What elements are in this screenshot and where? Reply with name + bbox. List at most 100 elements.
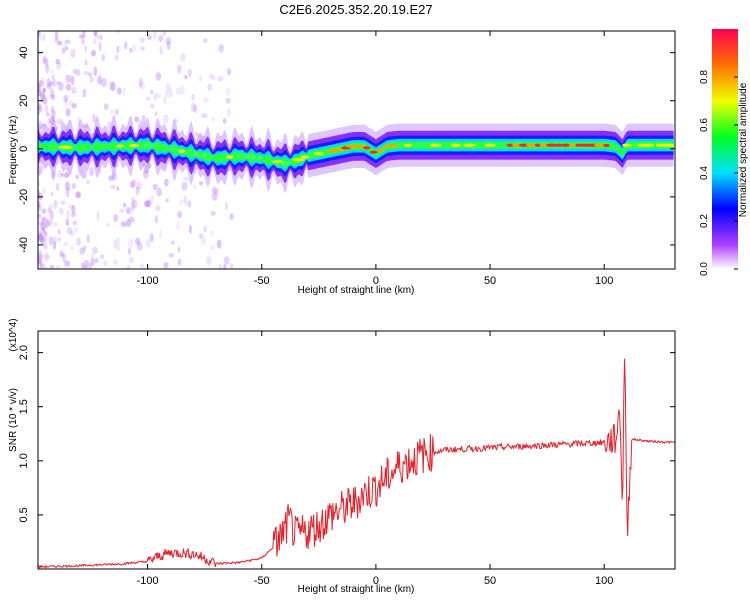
colorbar-tick-label: 0.4: [699, 166, 710, 180]
heatmap-speckle: [38, 31, 41, 37]
heatmap-speckle: [42, 33, 46, 43]
heatmap-speckle: [62, 253, 66, 263]
heatmap-speckle: [187, 68, 192, 78]
heatmap-speckle: [63, 94, 69, 103]
heatmap-speckle: [63, 241, 69, 247]
heatmap-speckle: [60, 200, 66, 205]
heatmap-speckle: [157, 93, 162, 98]
heatmap-speckle: [57, 170, 63, 180]
heatmap-speckle: [165, 36, 172, 45]
heatmap-speckle: [132, 43, 136, 53]
x-tick-label: 50: [484, 275, 496, 287]
heatmap-speckle: [208, 73, 214, 79]
heatmap-hotspot: [226, 155, 234, 159]
heatmap-speckle: [227, 108, 231, 117]
heatmap-speckle: [46, 82, 52, 90]
heatmap-speckle: [201, 237, 207, 246]
colorbar-tick-label: 0.6: [699, 118, 710, 132]
heatmap-speckle: [38, 103, 42, 110]
heatmap-speckle: [113, 259, 118, 265]
heatmap-speckle: [38, 80, 44, 87]
heatmap-speckle: [207, 83, 212, 91]
heatmap-speckle: [211, 117, 215, 122]
heatmap-hotspot: [534, 143, 542, 147]
heatmap-speckle: [38, 88, 42, 97]
heatmap-speckle: [72, 68, 77, 75]
heatmap-speckle: [44, 104, 49, 113]
heatmap-speckle: [38, 221, 42, 226]
heatmap-speckle: [226, 67, 232, 76]
heatmap-speckle: [191, 94, 195, 101]
heatmap-speckle: [45, 112, 50, 117]
heatmap-speckle: [118, 208, 125, 214]
heatmap-speckle: [124, 41, 128, 50]
heatmap-speckle: [184, 74, 188, 80]
heatmap-speckle: [195, 131, 199, 137]
heatmap-speckle: [113, 213, 118, 223]
heatmap-hotspot: [390, 144, 398, 148]
colorbar-tick-label: 0.0: [699, 262, 710, 276]
spectrogram-panel: -100 -50 0 50 100 -40 -20 0 20 40 Height of stra…: [8, 30, 676, 296]
snr-y-ticks: 0.5 1.0 1.5 2.0: [18, 345, 675, 523]
heatmap-speckle: [223, 263, 227, 269]
heatmap-speckle: [116, 186, 120, 191]
heatmap-speckle: [54, 37, 59, 43]
heatmap-speckle: [177, 64, 182, 74]
heatmap-speckle: [65, 108, 71, 117]
heatmap-speckle: [126, 206, 131, 214]
heatmap-speckle: [141, 114, 146, 124]
heatmap-speckle: [167, 88, 174, 98]
heatmap-hotspot: [594, 143, 606, 147]
y-tick-label: -40: [18, 237, 30, 253]
heatmap-speckle: [89, 76, 94, 83]
heatmap-hotspot: [554, 143, 563, 147]
heatmap-speckle: [41, 216, 47, 222]
heatmap-speckle: [72, 220, 77, 226]
heatmap-speckle: [120, 221, 127, 227]
heatmap-speckle: [218, 263, 223, 269]
heatmap-speckle: [166, 40, 171, 50]
spectrogram-heatmap: [38, 31, 675, 269]
heatmap-speckle: [163, 261, 169, 269]
heatmap-speckle: [115, 31, 120, 35]
heatmap-speckle: [116, 87, 122, 95]
heatmap-speckle: [101, 77, 107, 88]
heatmap-speckle: [39, 77, 46, 84]
heatmap-speckle: [57, 237, 61, 243]
heatmap-speckle: [181, 181, 188, 191]
heatmap-hotspot: [369, 150, 378, 154]
heatmap-speckle: [135, 237, 141, 245]
heatmap-speckle: [42, 233, 48, 242]
heatmap-speckle: [106, 222, 110, 228]
heatmap-speckle: [64, 182, 71, 191]
heatmap-speckle: [99, 254, 105, 259]
heatmap-speckle: [152, 31, 158, 39]
heatmap-speckle: [43, 266, 48, 269]
snr-x-ticks: -100 -50 0 50 100: [137, 331, 613, 587]
heatmap-speckle: [76, 237, 81, 246]
heatmap-hotspot: [128, 144, 140, 148]
heatmap-speckle: [50, 69, 54, 74]
heatmap-speckle: [210, 230, 214, 236]
heatmap-speckle: [92, 246, 98, 255]
heatmap-speckle: [38, 35, 45, 41]
heatmap-speckle: [51, 74, 56, 81]
heatmap-speckle: [61, 48, 65, 54]
heatmap-speckle: [129, 206, 134, 215]
heatmap-speckle: [51, 236, 58, 244]
heatmap-speckle: [116, 243, 121, 251]
heatmap-hotspot: [178, 149, 186, 153]
heatmap-speckle: [164, 178, 169, 187]
heatmap-speckle: [159, 229, 163, 239]
heatmap-speckle: [187, 200, 192, 208]
heatmap-speckle: [170, 240, 175, 245]
heatmap-speckle: [71, 182, 76, 190]
heatmap-speckle: [39, 93, 46, 98]
heatmap-speckle: [60, 172, 65, 177]
heatmap-speckle: [159, 45, 163, 55]
heatmap-speckle: [183, 176, 189, 182]
heatmap-speckle: [103, 260, 108, 267]
heatmap-speckle: [176, 221, 180, 231]
heatmap-speckle: [179, 199, 183, 206]
